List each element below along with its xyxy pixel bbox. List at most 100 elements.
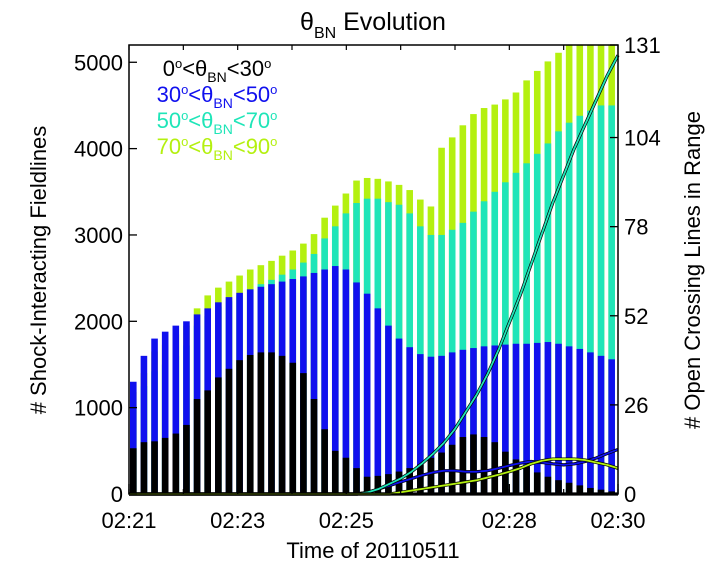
bar-0-30-15 [289,362,297,494]
bar-30-50-20 [342,269,350,494]
bar-30-50-40 [555,343,562,494]
bar-0-30-44 [597,489,605,494]
bar-0-30-36 [512,459,520,494]
right-y-tick-label-26: 26 [624,393,648,418]
legend: 0o<θBN<30o30o<θBN<50o50o<θBN<70o70o<θBN<… [157,56,278,163]
bar-0-30-12 [257,352,265,494]
plot-frame [128,44,619,495]
bar-0-30-2 [151,441,158,494]
left-y-tick-label-5000: 5000 [74,50,123,75]
bar-30-50-28 [427,356,435,494]
chart-title-rest: Evolution [336,8,446,36]
left-y-tick-label-1000: 1000 [74,396,123,421]
bar-50-70-37 [523,163,530,495]
bar-0-30-10 [236,360,243,494]
bar-0-30-20 [342,457,350,494]
bar-30-50-22 [363,293,371,494]
bar-30-50-44 [597,355,605,494]
bar-30-50-3 [161,331,169,494]
bar-30-50-30 [448,352,456,494]
bar-30-50-32 [470,348,477,494]
x-axis: 02:21 02:23 02:25 02:28 02:30 [101,45,646,533]
bar-50-70-39 [544,143,552,494]
bar-0-30-33 [480,437,488,494]
legend-entry-30-50: 30o<θBN<50o [157,82,278,111]
bar-0-30-3 [161,437,169,495]
bar-0-30-11 [246,354,254,494]
bar-0-30-40 [555,480,562,494]
bar-0-30-37 [523,466,530,494]
chart-title: θBN Evolution [300,8,446,42]
bar-30-50-0 [130,381,137,494]
bar-30-50-4 [172,325,180,495]
bar-30-50-41 [565,346,573,494]
bar-50-70-41 [565,122,573,495]
left-y-tick-label-4000: 4000 [74,137,123,162]
bar-30-50-38 [533,342,541,494]
bar-0-30-1 [140,442,148,494]
bar-30-50-17 [310,272,318,494]
bar-30-50-18 [321,269,328,494]
bar-30-50-24 [385,325,392,495]
right-y-tick-label-78: 78 [624,215,648,240]
bar-30-50-31 [459,349,467,494]
bar-30-50-29 [438,355,445,494]
bar-0-30-38 [533,472,541,494]
bar-0-30-43 [587,487,594,494]
chart-title-subscript: BN [314,25,336,42]
right-y-axis-label: # Open Crossing Lines in Range [680,111,705,429]
bar-30-50-37 [523,343,530,494]
bar-50-70-44 [597,105,605,494]
legend-entry-0-30: 0o<θBN<30o [163,56,272,85]
bar-30-50-43 [587,352,594,494]
bar-0-30-6 [193,399,201,494]
right-y-tick-label-131: 131 [624,33,661,58]
bar-0-30-19 [331,450,339,494]
bar-0-30-16 [300,373,307,494]
bar-0-30-0 [130,448,137,494]
bar-0-30-13 [268,352,275,494]
bar-50-70-40 [555,131,562,494]
bar-30-50-19 [331,266,339,494]
bar-0-30-32 [470,434,477,494]
left-y-axis-label: # Shock-Interacting Fieldlines [26,126,51,415]
bar-0-30-14 [278,355,286,494]
bar-50-70-42 [576,115,584,495]
bar-0-30-31 [459,437,467,494]
bar-30-50-5 [183,321,190,494]
right-y-axis: 0 26 52 78 104 131 [610,33,661,507]
bar-30-50-39 [544,342,552,494]
bar-0-30-29 [438,452,445,494]
left-y-tick-label-2000: 2000 [74,309,123,334]
bar-0-30-9 [225,368,233,494]
bar-0-30-26 [406,468,413,494]
bar-30-50-45 [608,359,615,494]
bar-0-30-23 [374,475,382,494]
bar-0-30-41 [565,482,573,494]
bar-30-50-25 [395,338,403,494]
bar-30-50-26 [406,347,413,494]
x-tick-label-02:23: 02:23 [210,508,265,533]
bar-0-30-18 [321,429,328,494]
bar-50-70-43 [587,110,594,495]
left-y-tick-label-0: 0 [111,482,123,507]
x-axis-label: Time of 20110511 [286,538,459,563]
bar-30-50-33 [480,346,488,494]
chart-title-theta: θ [300,8,314,36]
bar-50-70-38 [533,153,541,495]
bar-30-50-21 [353,282,360,494]
bar-50-70-35 [502,182,509,495]
bar-30-50-2 [151,338,158,494]
bar-30-50-36 [512,343,520,494]
bar-0-30-21 [353,468,360,494]
bar-0-30-5 [183,424,190,494]
bar-0-30-4 [172,433,180,494]
bar-30-50-42 [576,348,584,494]
bar-0-30-7 [204,390,211,494]
x-tick-label-02:28: 02:28 [482,508,537,533]
bar-50-70-45 [608,105,615,494]
x-tick-label-02:21: 02:21 [101,508,156,533]
bar-0-30-28 [427,457,435,494]
bar-30-50-27 [417,354,424,494]
stacked-bars-group [130,45,615,495]
